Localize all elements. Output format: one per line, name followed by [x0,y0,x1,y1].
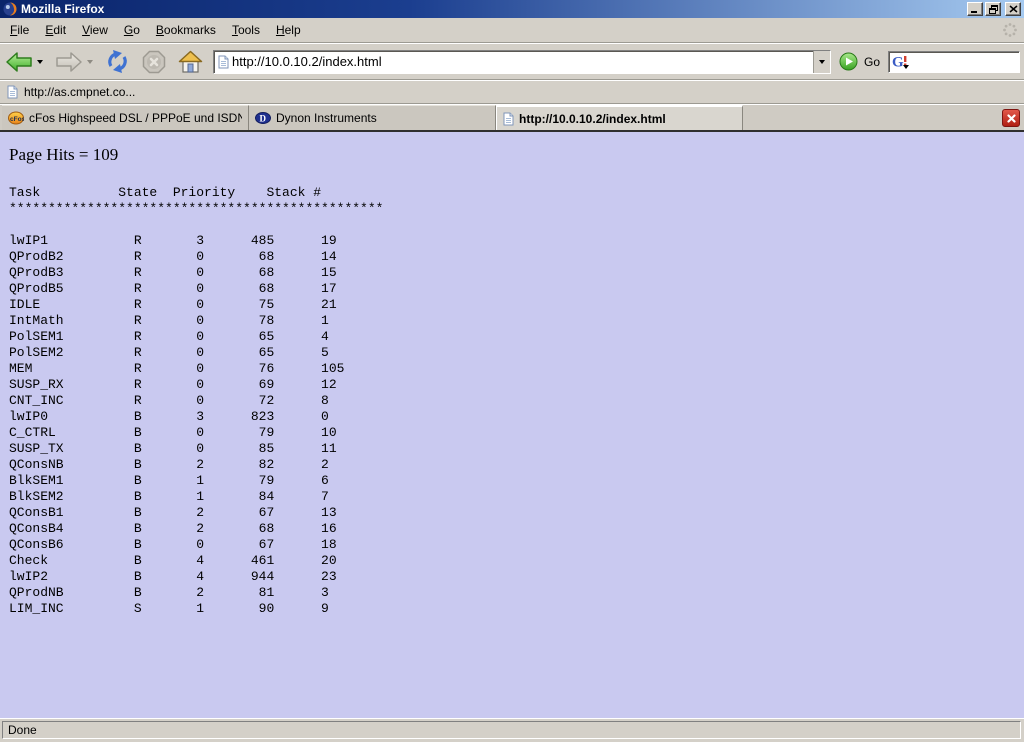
bookmark-item[interactable]: http://as.cmpnet.co... [7,85,135,99]
svg-text:D: D [260,114,267,124]
navigation-toolbar: Go G [0,43,1024,80]
reload-button[interactable] [104,48,131,75]
throbber-icon [1002,22,1018,38]
page-icon [218,55,229,69]
go-icon [839,52,858,71]
chevron-down-icon [87,59,93,64]
minimize-button[interactable] [967,2,983,16]
home-icon [178,50,203,73]
page-icon [503,112,514,126]
chevron-down-icon [37,59,43,64]
close-tab-button[interactable] [1002,109,1020,127]
page-content: Page Hits = 109 Task State Priority Stac… [0,132,1024,718]
close-icon [1006,113,1016,123]
svg-text:G: G [892,54,904,70]
menu-go[interactable]: Go [123,23,140,37]
stop-button[interactable] [141,49,167,75]
status-bar: Done [0,718,1024,742]
menu-edit[interactable]: Edit [45,23,67,37]
back-dropdown-button[interactable] [34,58,46,66]
window-controls [967,2,1021,16]
task-table: Task State Priority Stack # ************… [9,185,384,616]
dynon-icon: D [255,110,271,126]
forward-icon [56,51,82,72]
menu-file[interactable]: File [10,23,30,37]
stop-icon [142,50,166,73]
url-input[interactable] [232,54,813,69]
restore-button[interactable] [985,2,1001,16]
close-icon [1009,5,1017,13]
firefox-logo-icon [3,2,17,16]
status-panel: Done [2,721,1021,739]
tab-label: cFos Highspeed DSL / PPPoE und ISDN CAP.… [29,111,242,125]
home-button[interactable] [177,49,204,74]
menu-help[interactable]: Help [275,23,301,37]
cfos-icon: cFos [8,110,24,126]
reload-icon [108,50,127,73]
search-engine-dropdown-icon[interactable] [903,64,909,69]
menu-tools[interactable]: Tools [231,23,260,37]
url-bar [213,49,831,74]
search-input[interactable] [908,52,1017,69]
back-icon [6,51,32,72]
title-bar: Mozilla Firefox [0,0,1024,18]
minimize-icon [971,11,977,13]
svg-text:cFos: cFos [10,116,24,123]
chevron-down-icon [818,59,825,64]
go-label[interactable]: Go [863,54,880,69]
page-icon [7,85,18,99]
close-button[interactable] [1005,2,1021,16]
status-text: Done [8,723,37,737]
tab-3[interactable]: http://10.0.10.2/index.html [496,105,743,130]
go-button[interactable] [838,51,859,72]
tab-label: http://10.0.10.2/index.html [519,111,666,126]
forward-dropdown-button[interactable] [84,58,96,66]
menu-bar: File Edit View Go Bookmarks Tools Help [0,18,1024,43]
tab-bar: cFos cFos Highspeed DSL / PPPoE und ISDN … [0,104,1024,132]
restore-icon [988,4,998,14]
back-button[interactable] [4,50,34,74]
page-hits-text: Page Hits = 109 [9,145,119,164]
search-box: G [888,50,1020,73]
menu-bookmarks[interactable]: Bookmarks [155,23,216,37]
tab-1[interactable]: cFos cFos Highspeed DSL / PPPoE und ISDN … [2,105,249,130]
tab-2[interactable]: D Dynon Instruments [249,105,496,130]
menu-view[interactable]: View [82,23,108,37]
bookmarks-toolbar: http://as.cmpnet.co... [0,80,1024,104]
tab-label: Dynon Instruments [276,111,377,125]
google-g-icon: G [891,53,908,70]
bookmark-label: http://as.cmpnet.co... [24,85,136,99]
url-dropdown-button[interactable] [812,50,830,73]
window-title: Mozilla Firefox [21,2,105,16]
forward-button[interactable] [54,50,84,74]
